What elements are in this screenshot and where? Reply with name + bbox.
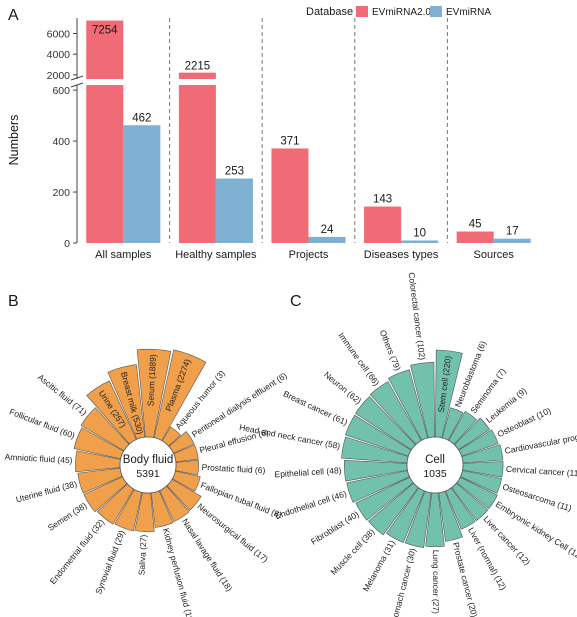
y-tick-label: 600 [52, 85, 70, 97]
bar-projects-evmirna [308, 236, 346, 243]
x-category-label: Diseases types [364, 249, 439, 261]
bar-diseases-types-evmirna [401, 240, 439, 243]
bar-all-samples-evmirna2-0-upper [86, 20, 124, 80]
bar-value-label: 2215 [185, 61, 211, 73]
bar-value-label: 371 [280, 135, 299, 147]
bar-healthy-samples-evmirna2-0-lower [178, 85, 216, 243]
radial-label-lung-cancer: Lung cancer (27) [431, 550, 441, 614]
legend-label-evmirna: EVmiRNA [446, 7, 491, 18]
bar-sources-evmirna [493, 238, 531, 243]
bar-diseases-types-evmirna2-0 [364, 206, 402, 243]
y-tick-label: 400 [52, 136, 70, 148]
radial-label-muscle-cell: Muscle cell (38) [328, 527, 376, 577]
radial-label-follicular-fluid: Follicular fluid (60) [8, 406, 77, 440]
legend-title: Database [306, 6, 353, 18]
bar-sources-evmirna2-0 [456, 231, 494, 243]
radial-label-prostate-cancer: Prostate cancer (20) [451, 541, 480, 617]
panel-label-b: B [8, 293, 19, 310]
y-tick-label: 4000 [47, 49, 71, 61]
y-tick-label: 0 [64, 238, 70, 250]
radial-label-breast-cancer: Breast cancer (61) [282, 389, 350, 428]
radial-label-kidney-perfusion-fluid: Kidney perfusion fluid (19) [161, 527, 196, 617]
x-category-label: All samples [95, 249, 152, 261]
radial-label-synovial-fluid: Synovial fluid (29) [93, 529, 127, 596]
bar-value-label: 10 [413, 227, 426, 239]
legend-swatch-evmirna [430, 6, 442, 17]
panel-label-c: C [290, 293, 302, 310]
bar-value-label: 17 [506, 226, 519, 238]
x-category-label: Projects [289, 249, 329, 261]
bar-all-samples-evmirna2-0-lower [86, 85, 124, 243]
radial-label-stomach-cancer: Stomach cancer (30) [388, 547, 417, 617]
radial-label-epithelial-cell: Epithelial cell (48) [274, 465, 342, 479]
bar-value-label: 7254 [92, 25, 118, 37]
bar-marks: 7254 462 All samples 2215 253 Healthy samples… [86, 20, 531, 261]
legend-label-evmirna2: EVmiRNA2.0 [372, 7, 431, 18]
bar-healthy-samples-evmirna2-0-upper [178, 72, 216, 79]
radial-center-circle [406, 436, 464, 494]
radial-label-others: Others (79) [378, 328, 403, 372]
x-category-label: Healthy samples [175, 249, 257, 261]
bar-value-label: 24 [321, 224, 334, 236]
bar-value-label: 462 [132, 112, 151, 124]
radial-center-total: 5391 [136, 468, 160, 480]
radial-label-immune-cell: Immune cell (66) [336, 330, 381, 387]
radial-label-melanoma: Melanoma (31) [361, 538, 397, 593]
bar-all-samples-evmirna [123, 125, 161, 243]
radial-label-endothelial-cell: Endothelial cell (46) [274, 488, 348, 521]
y-tick-label: 200 [52, 187, 70, 199]
y-tick-label: 2000 [47, 70, 71, 82]
x-category-label: Sources [474, 249, 515, 261]
bar-value-label: 143 [373, 194, 392, 206]
radial-label-serum: Serum (1889) [145, 354, 158, 407]
radial-center-title: Cell [425, 454, 445, 466]
legend: Database EVmiRNA2.0 EVmiRNA [306, 6, 491, 18]
panel-label-a: A [8, 7, 19, 24]
radial-center-total: 1035 [423, 468, 447, 480]
bar-axes: 0 200 400 600 2000 4000 6000 [47, 18, 448, 250]
radial-center-circle [119, 436, 177, 494]
radial-label-neuron: Neuron (62) [322, 369, 363, 406]
cell-radial-chart: Stem cell (220) Neuroblastoma (6)Seminoma… [238, 272, 577, 617]
body-fluid-radial-chart: Plasma (2274)Aqueous humor (3)Peritoneal… [4, 348, 289, 617]
y-axis-title: Numbers [7, 115, 21, 166]
radial-label-uterine-fluid: Uterine fluid (38) [15, 479, 78, 505]
radial-label-saliva: Saliva (27) [136, 534, 148, 575]
radial-label-prostatic-fluid: Prostatic fluid (6) [201, 462, 265, 475]
bar-value-label: 45 [469, 219, 482, 231]
axis-break-mark [70, 75, 84, 88]
bar-projects-evmirna2-0 [271, 148, 309, 243]
radial-label-cervical-cancer: Cervical cancer (11) [506, 464, 577, 479]
radial-label-fibroblast: Fibroblast (40) [309, 509, 361, 547]
radial-label-colorectal-cancer: Colorectal cancer (102) [407, 272, 428, 361]
bar-value-label: 253 [225, 166, 244, 178]
radial-center-title: Body fluid [123, 454, 174, 466]
legend-swatch-evmirna2 [356, 6, 368, 17]
radial-label-amniotic-fluid: Amniotic fluid (45) [4, 452, 73, 466]
y-tick-label: 6000 [47, 29, 71, 41]
radial-label-ascitic-fluid: Ascitic fluid (71) [36, 372, 89, 418]
radial-label-semen: Semen (38) [46, 500, 89, 533]
bar-chart: Numbers 0 200 400 600 2000 4000 6000 7254 462 Al… [7, 18, 531, 261]
bar-healthy-samples-evmirna [215, 178, 253, 243]
